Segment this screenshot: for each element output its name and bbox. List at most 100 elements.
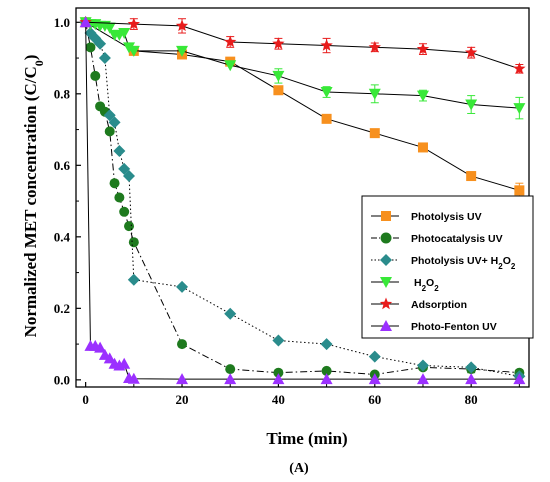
legend-label: Photocatalysis UV <box>411 233 503 245</box>
data-point <box>224 35 237 48</box>
data-point <box>124 221 135 232</box>
data-point <box>109 178 120 189</box>
data-point <box>273 367 284 378</box>
x-tick-label: 0 <box>82 392 89 407</box>
data-point <box>224 60 237 72</box>
data-point <box>225 364 236 375</box>
legend-entry-adsorption: Adsorption <box>371 297 467 311</box>
y-tick-label: 0.2 <box>54 301 70 316</box>
data-point <box>113 145 126 158</box>
y-axis-title: Normalized MET concentration (C/C0) <box>21 55 46 338</box>
data-point <box>272 37 285 50</box>
legend-entry-photo-fenton-uv: Photo-Fenton UV <box>371 320 497 333</box>
data-point <box>118 28 131 40</box>
series-3 <box>79 17 526 120</box>
data-point <box>128 237 139 248</box>
data-point <box>79 16 92 28</box>
data-point <box>416 373 429 385</box>
legend-label: Photolysis UV <box>411 211 482 223</box>
data-point <box>224 373 237 385</box>
legend-entry-h2o2: H2O2 <box>371 277 439 293</box>
legend-entry-photolysis-uv: Photolysis UV <box>371 211 482 223</box>
y-tick-label: 0.0 <box>54 372 70 387</box>
data-point <box>465 361 478 374</box>
series-line <box>85 21 520 109</box>
data-point <box>90 70 101 81</box>
y-tick-label: 0.8 <box>54 86 71 101</box>
data-point <box>85 42 96 53</box>
data-point <box>273 85 284 96</box>
x-tick-label: 20 <box>176 392 189 407</box>
x-tick-label: 80 <box>465 392 478 407</box>
legend-marker-triangle-down <box>380 277 392 288</box>
data-point <box>119 206 130 217</box>
y-tick-label: 0.4 <box>54 229 71 244</box>
data-point <box>103 22 116 34</box>
legend-label: H2O2 <box>414 277 439 293</box>
data-point <box>368 373 381 385</box>
data-point <box>103 352 116 364</box>
x-tick-label: 60 <box>368 392 381 407</box>
data-point <box>416 90 429 102</box>
data-point <box>94 341 107 353</box>
data-point <box>464 46 478 58</box>
data-point <box>416 42 430 55</box>
panel-label: (A) <box>289 461 309 476</box>
data-point <box>123 170 136 183</box>
legend-entry-photocatalysis-uv: Photocatalysis UV <box>371 232 503 245</box>
series-5 <box>79 16 526 385</box>
x-tick-label: 40 <box>272 392 285 407</box>
data-point <box>176 373 189 385</box>
data-point <box>114 192 125 203</box>
data-point <box>368 350 381 363</box>
data-point <box>368 88 381 100</box>
data-point <box>368 40 381 53</box>
legend: Photolysis UV Photocatalysis UV Photolys… <box>361 195 534 339</box>
data-point <box>320 373 333 385</box>
data-point <box>127 372 140 384</box>
data-point <box>175 19 189 32</box>
legend-marker-circle <box>380 232 392 244</box>
data-point <box>320 39 333 51</box>
data-point <box>272 373 285 385</box>
y-tick-label: 0.6 <box>54 158 71 173</box>
data-point <box>465 99 478 111</box>
data-point <box>417 142 428 153</box>
legend-entry-photolysis-uv-h2o2: Photolysis UV+ H2O2 <box>371 254 516 271</box>
legend-label: Adsorption <box>411 299 467 311</box>
data-point <box>94 37 107 50</box>
data-point <box>108 116 121 129</box>
series-4 <box>79 15 526 75</box>
data-point <box>369 128 380 139</box>
data-point <box>104 126 115 137</box>
data-point <box>118 357 131 369</box>
plot-layer: 0 20 40 60 80 0.0 0.2 0.4 0.6 0.8 1.0 <box>54 7 530 407</box>
legend-marker-square <box>381 211 391 221</box>
data-point <box>466 171 477 182</box>
data-point <box>514 185 525 196</box>
legend-marker-triangle-up <box>380 320 392 331</box>
data-point <box>177 339 188 350</box>
data-point <box>127 273 140 286</box>
data-point <box>127 17 141 30</box>
data-point <box>272 70 285 82</box>
data-point <box>321 365 332 376</box>
data-point <box>224 307 237 320</box>
data-point <box>176 280 189 293</box>
series-line <box>85 21 520 70</box>
data-point <box>176 45 189 57</box>
legend-label: Photolysis UV+ H2O2 <box>411 255 516 271</box>
data-point <box>127 45 140 57</box>
data-point <box>272 334 285 347</box>
y-tick-label: 1.0 <box>54 15 70 30</box>
data-point <box>321 113 332 124</box>
legend-marker-diamond <box>380 254 392 266</box>
data-point <box>513 373 526 385</box>
x-axis-title: Time (min) <box>266 429 347 448</box>
data-point <box>513 62 526 75</box>
data-point <box>98 52 111 65</box>
legend-label: Photo-Fenton UV <box>411 321 497 333</box>
legend-marker-star <box>379 297 393 310</box>
series-line <box>85 21 520 191</box>
